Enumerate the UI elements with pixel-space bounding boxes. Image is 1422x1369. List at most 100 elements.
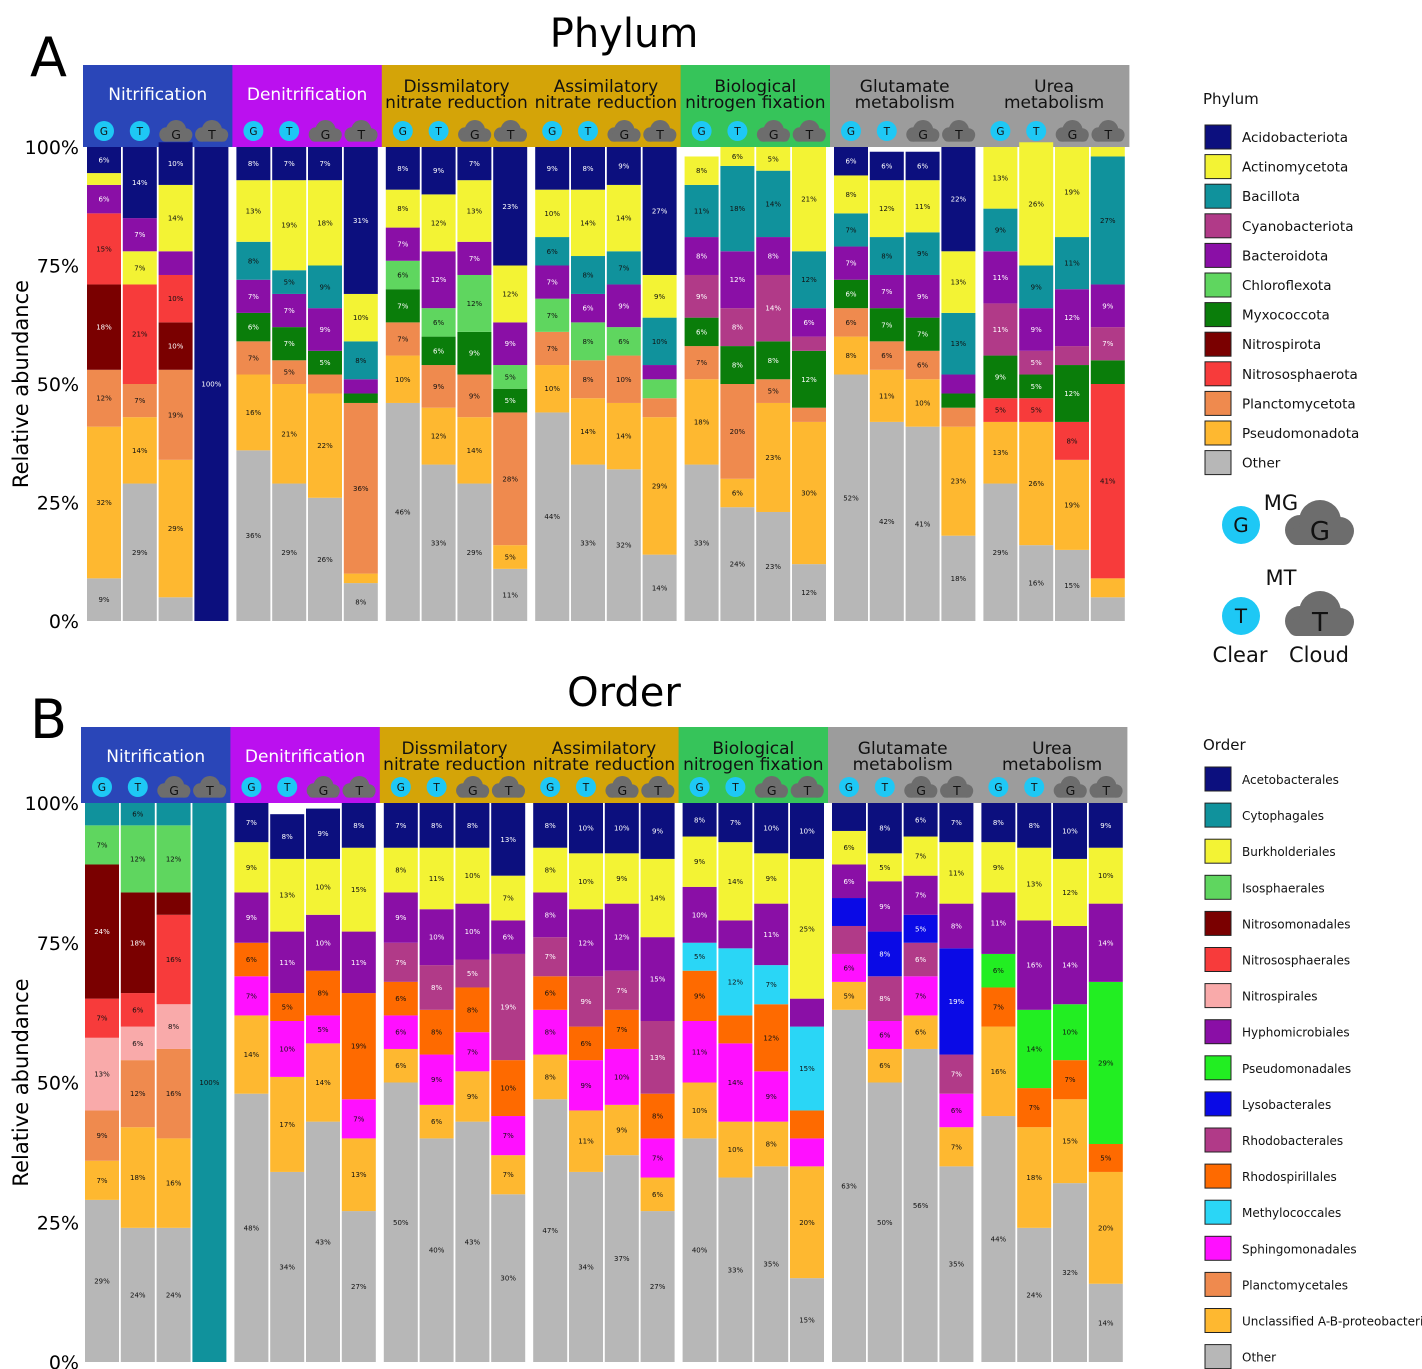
bar-segment-bacillota — [308, 265, 342, 309]
bar-segment-sphingomonadales — [341, 1099, 376, 1139]
legend-swatch — [1204, 272, 1232, 298]
data-label: 50% — [393, 1219, 409, 1227]
data-label: 8% — [1029, 822, 1040, 830]
stacked-bar: 100% — [192, 803, 227, 1362]
stacked-bar: 44% 16% 7% 6% 11% 9% 8% — [981, 803, 1016, 1362]
data-label: 32% — [96, 499, 112, 507]
bar-segment-nitrospirota — [87, 284, 121, 370]
legend-swatch — [1204, 983, 1232, 1009]
data-label: 24% — [166, 1291, 182, 1299]
icon-letter: G — [698, 126, 706, 138]
data-label: 10% — [799, 827, 815, 835]
bar-segment-other — [308, 497, 342, 621]
bar-segment-rhodospirillales — [754, 1004, 789, 1072]
bar-segment-other — [493, 568, 528, 621]
legend-item-burkholderiales: Burkholderiales — [1204, 838, 1336, 864]
clear-circle-icon — [691, 121, 712, 141]
stacked-bar: 33% 18% 7% 6% 9% 8% 11% 8% — [684, 156, 719, 621]
bar-segment-acidobacteriota — [606, 147, 641, 185]
bar-segment-acidobacteriota — [421, 147, 456, 195]
data-label: 34% — [578, 1263, 594, 1271]
data-label: 8% — [845, 191, 856, 199]
data-label: 14% — [244, 1051, 260, 1059]
stacked-bar: 46% 10% 7% 7% 6% 7% 8% 8% — [385, 147, 420, 621]
bar-segment-burkholderiales — [903, 836, 938, 876]
data-label: 5% — [879, 864, 890, 872]
data-label: 8% — [467, 1006, 478, 1014]
bar-segment-bacteroidota — [1090, 284, 1125, 328]
bar-segment-actinomycetota — [983, 147, 1018, 209]
bar-segment-pseudomonadales — [981, 953, 1016, 988]
icon-letter: G — [399, 126, 407, 138]
data-label: 14% — [1098, 939, 1114, 947]
bar-segment-other — [234, 1093, 269, 1362]
stacked-bar: 27% 13% 7% 19% 11% 15% 8% — [341, 803, 376, 1362]
clear-t-icon: T — [1222, 597, 1260, 635]
data-label: 5% — [467, 970, 478, 978]
icon-letter: T — [354, 783, 363, 798]
bar-segment-pseudomonadota — [1055, 459, 1089, 550]
data-label: 9% — [917, 293, 928, 301]
data-label: 8% — [431, 984, 442, 992]
bar-segment-lysobacterales — [903, 914, 938, 943]
data-label: 6% — [431, 1118, 442, 1126]
data-label: 6% — [582, 305, 593, 313]
stacked-bar: 14% 29% 10% 9% 27% — [642, 147, 677, 621]
legend-label: Rhodospirillales — [1242, 1170, 1337, 1184]
bar-segment-sphingomonadales — [306, 1015, 340, 1044]
bar-segment-hyphomicrobiales — [270, 931, 305, 994]
bar-segment-other — [869, 421, 904, 621]
data-label: 13% — [650, 1054, 666, 1062]
data-label: 11% — [993, 326, 1009, 334]
y-tick-label: 25% — [37, 493, 79, 515]
bar-segment-methylococcales — [754, 965, 789, 1005]
data-label: 44% — [991, 1236, 1007, 1244]
bar-segment-rhodobacterales — [569, 976, 603, 1027]
legend-item-lysobacterales: Lysobacterales — [1204, 1091, 1331, 1117]
icon-letter: T — [655, 127, 664, 142]
bar-segment-pseudomonadota — [941, 426, 976, 536]
bar-segment-bacillota — [272, 270, 307, 294]
bar-segment-acidobacteriota — [493, 147, 528, 266]
cloud-label: Cloud — [1289, 643, 1349, 667]
data-label: 13% — [951, 279, 967, 287]
icon-letter: T — [582, 782, 590, 794]
bar-segment-planctomycetota — [756, 379, 791, 403]
bar-segment-sphingomonadales — [604, 1048, 639, 1105]
bar-segment-pseudomonadota — [493, 545, 528, 569]
bar-segment-myxococcota — [983, 355, 1018, 399]
bar-segment-unclassified-a-b-proteobacteria — [832, 981, 866, 1010]
stacked-bar: 47% 8% 8% 6% 7% 8% 8% 8% — [533, 803, 568, 1362]
data-label: 14% — [132, 179, 148, 187]
bar-segment-rhodospirillales — [1088, 1143, 1123, 1172]
clear-circle-icon — [990, 121, 1011, 141]
pathway-title-line: Assimilatory — [554, 77, 659, 97]
y-tick-label: 100% — [25, 793, 79, 815]
data-label: 6% — [879, 1031, 890, 1039]
clear-circle-icon — [94, 121, 114, 141]
data-label: 41% — [915, 520, 931, 528]
data-label: 9% — [993, 864, 1004, 872]
bar-segment-sphingomonadales — [718, 1043, 753, 1122]
bar-segment-actinomycetota — [642, 274, 677, 318]
bar-segment-hyphomicrobiales — [682, 886, 717, 943]
legend-swatch — [1204, 124, 1232, 150]
bar-segment-hyphomicrobiales — [981, 892, 1016, 954]
clear-circle-icon — [392, 121, 413, 141]
data-label: 14% — [616, 433, 632, 441]
data-label: 8% — [694, 816, 705, 824]
data-label: 13% — [94, 1071, 110, 1079]
bar-segment-acetobacterales — [903, 803, 938, 837]
bar-segment-other — [457, 483, 492, 621]
legend-label: Methylococcales — [1242, 1206, 1341, 1220]
stacked-bar: 29% 14% 7% 21% 7% 7% 14% — [122, 147, 157, 621]
bar-segment-burkholderiales — [270, 858, 305, 932]
cloud-base — [905, 789, 937, 798]
bar-segment-actinomycetota — [1055, 147, 1089, 238]
clear-g-icon: G — [1222, 506, 1260, 544]
data-label: 7% — [652, 1154, 663, 1162]
bar-segment-other — [684, 464, 719, 621]
clear-t-icon: T — [578, 121, 598, 141]
data-label: 12% — [502, 290, 518, 298]
